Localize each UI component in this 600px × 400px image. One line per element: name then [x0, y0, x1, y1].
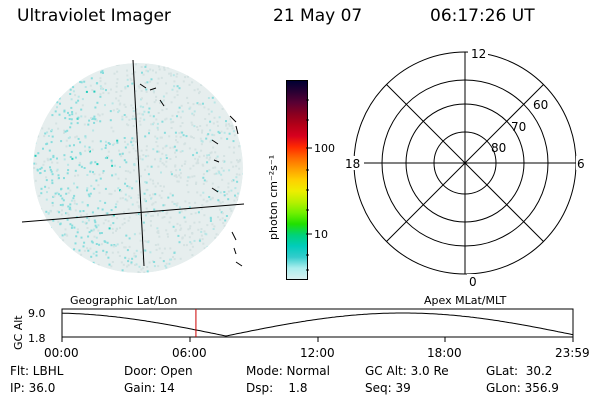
altitude-curve: [61, 312, 574, 337]
colorbar-tick-10: 10: [314, 228, 328, 241]
colorbar: [286, 80, 308, 280]
mlt-label-12: 12: [471, 47, 486, 61]
mode-readout: Mode: Normal: [246, 364, 330, 378]
colorbar-unit-label: photon cm⁻²s⁻¹: [267, 155, 280, 240]
glat-readout: GLat: 30.2: [486, 364, 553, 378]
timeline-frame: [61, 308, 574, 338]
observation-time: 06:17:26 UT: [430, 6, 535, 26]
mlt-label-0: 0: [469, 275, 477, 289]
gc-alt-timeline: GC Alt 9.0 1.8 00:00 06:00 12:00 18:00 2…: [12, 307, 590, 360]
y-tick-high: 9.0: [28, 307, 46, 320]
mlt-label-6: 6: [577, 157, 585, 171]
door-readout: Door: Open: [124, 364, 193, 378]
gain-readout: Gain: 14: [124, 381, 175, 395]
x-tick-0000: 00:00: [44, 346, 79, 360]
x-tick-2359: 23:59: [555, 346, 590, 360]
glon-readout: GLon: 356.9: [486, 381, 559, 395]
uv-image-panel: [21, 59, 245, 273]
x-tick-1800: 18:00: [427, 346, 462, 360]
mlt-label-18: 18: [345, 157, 360, 171]
svg-text:photon cm⁻²s⁻¹: photon cm⁻²s⁻¹: [267, 155, 280, 240]
observation-date: 21 May 07: [273, 6, 363, 26]
instrument-title: Ultraviolet Imager: [17, 6, 171, 26]
ip-readout: IP: 36.0: [10, 381, 56, 395]
seq-readout: Seq: 39: [365, 381, 411, 395]
y-tick-low: 1.8: [28, 332, 46, 345]
colorbar-tick-100: 100: [314, 142, 335, 155]
gc-alt-axis-label: GC Alt: [12, 315, 25, 350]
lat-label-70: 70: [511, 120, 526, 134]
apex-title: Apex MLat/MLT: [424, 294, 507, 307]
gc-alt-readout: GC Alt: 3.0 Re: [365, 364, 449, 378]
polar-mlat-mlt-plot: 12 18 6 0 60 70 80: [342, 47, 588, 289]
lat-label-80: 80: [491, 141, 506, 155]
dsp-readout: Dsp: 1.8: [246, 381, 308, 395]
filter-readout: Flt: LBHL: [10, 364, 64, 378]
geographic-title: Geographic Lat/Lon: [70, 294, 178, 307]
lat-label-60: 60: [533, 98, 548, 112]
colorbar-ticks: 100 10: [306, 99, 335, 271]
coastline-marks: [139, 83, 243, 267]
x-tick-1200: 12:00: [300, 346, 335, 360]
geographic-grid: [21, 59, 245, 267]
x-tick-0600: 06:00: [172, 346, 207, 360]
